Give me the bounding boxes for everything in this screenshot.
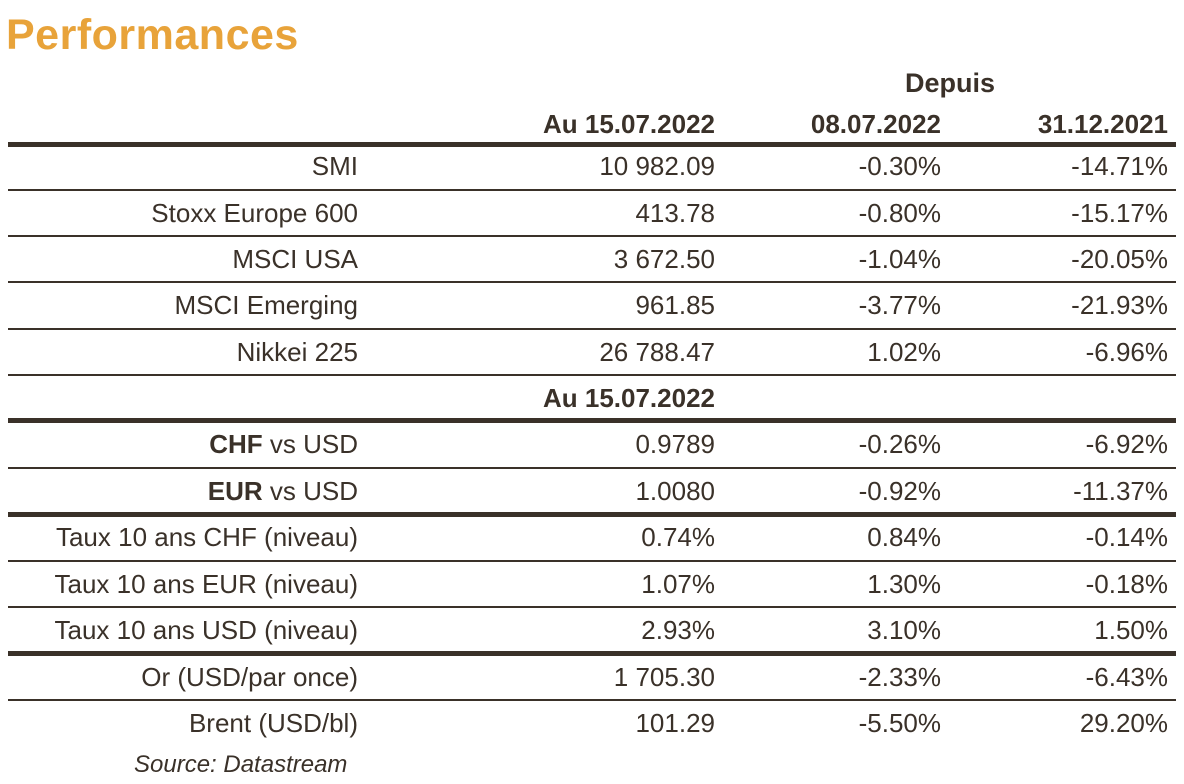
row-week: 1.02% (867, 336, 941, 367)
table-row: Taux 10 ans USD (niveau) 2.93% 3.10% 1.5… (8, 607, 1176, 653)
row-label: Taux 10 ans EUR (niveau) (54, 568, 358, 599)
row-ytd: -6.96% (1085, 336, 1168, 367)
table-row: Nikkei 225 26 788.47 1.02% -6.96% (8, 329, 1176, 375)
row-ytd: -0.18% (1085, 568, 1168, 599)
row-value: 10 982.09 (599, 150, 715, 181)
row-week: -0.92% (858, 475, 941, 506)
row-value: 1 705.30 (613, 661, 715, 692)
row-divider (8, 467, 1176, 469)
table-row: SMI 10 982.09 -0.30% -14.71% (8, 143, 1176, 189)
source-note: Source: Datastream (134, 751, 348, 778)
row-week: -1.04% (858, 243, 941, 274)
row-ytd: -14.71% (1071, 150, 1168, 181)
row-week: 0.84% (867, 521, 941, 552)
row-value: 26 788.47 (599, 336, 715, 367)
row-ytd: -11.37% (1073, 475, 1168, 506)
row-label: CHF vs USD (8, 421, 358, 467)
table-row: Stoxx Europe 600 413.78 -0.80% -15.17% (8, 190, 1176, 236)
row-week: 3.10% (867, 614, 941, 645)
currency-pair-rest: vs USD (262, 428, 358, 459)
header-week: 08.07.2022 (810, 108, 941, 139)
row-label: MSCI USA (232, 243, 358, 274)
row-divider (8, 328, 1176, 330)
row-label: Or (USD/par once) (141, 661, 358, 692)
table-row: Taux 10 ans CHF (niveau) 0.74% 0.84% -0.… (8, 514, 1176, 560)
row-label: Taux 10 ans CHF (niveau) (55, 521, 358, 552)
row-value: 0.9789 (635, 428, 715, 459)
row-value: 1.07% (641, 568, 715, 599)
row-week: -5.50% (858, 707, 941, 738)
row-divider (8, 235, 1176, 237)
fx-header-date: Au 15.07.2022 (542, 382, 715, 413)
row-ytd: -21.93% (1071, 289, 1168, 320)
row-label: SMI (311, 150, 358, 181)
row-week: -0.26% (858, 428, 941, 459)
section-divider (8, 651, 1176, 656)
row-divider (8, 189, 1176, 191)
header-divider (8, 142, 1176, 147)
row-divider (8, 560, 1176, 562)
row-value: 1.0080 (635, 475, 715, 506)
table-row: Taux 10 ans EUR (niveau) 1.07% 1.30% -0.… (8, 561, 1176, 607)
currency-code: EUR (207, 475, 263, 506)
row-divider (8, 606, 1176, 608)
depuis-label: Depuis (905, 68, 996, 98)
fx-section-header: Au 15.07.2022 (8, 375, 1176, 421)
currency-code: CHF (209, 428, 263, 459)
row-ytd: 29.20% (1079, 707, 1168, 738)
header-date: Au 15.07.2022 (542, 108, 715, 139)
row-week: -0.30% (858, 150, 941, 181)
row-week: -3.77% (858, 289, 941, 320)
row-ytd: -6.43% (1085, 661, 1168, 692)
row-value: 0.74% (641, 521, 715, 552)
row-divider (8, 699, 1176, 701)
currency-pair-rest: vs USD (262, 475, 358, 506)
table-row: MSCI USA 3 672.50 -1.04% -20.05% (8, 236, 1176, 282)
table-row: EUR vs USD 1.0080 -0.92% -11.37% (8, 468, 1176, 514)
row-ytd: -15.17% (1071, 197, 1168, 228)
row-label: Taux 10 ans USD (niveau) (54, 614, 358, 645)
table-row: CHF vs USD 0.9789 -0.26% -6.92% (8, 421, 1176, 467)
row-ytd: -6.92% (1085, 428, 1168, 459)
row-label: EUR vs USD (8, 468, 358, 514)
row-divider (8, 374, 1176, 376)
row-week: -2.33% (858, 661, 941, 692)
row-value: 961.85 (635, 289, 715, 320)
row-divider (8, 281, 1176, 283)
row-ytd: 1.50% (1094, 614, 1168, 645)
table-row: MSCI Emerging 961.85 -3.77% -21.93% (8, 282, 1176, 328)
row-label: Nikkei 225 (236, 336, 358, 367)
row-ytd: -20.05% (1071, 243, 1168, 274)
row-week: -0.80% (858, 197, 941, 228)
row-value: 101.29 (635, 707, 715, 738)
section-divider (8, 418, 1176, 423)
table-row: Or (USD/par once) 1 705.30 -2.33% -6.43% (8, 654, 1176, 700)
row-value: 413.78 (635, 197, 715, 228)
row-week: 1.30% (867, 568, 941, 599)
row-value: 3 672.50 (613, 243, 715, 274)
section-divider (8, 512, 1176, 517)
row-ytd: -0.14% (1085, 521, 1168, 552)
table-row: Brent (USD/bl) 101.29 -5.50% 29.20% (8, 700, 1176, 746)
table-header: Au 15.07.2022 08.07.2022 31.12.2021 (8, 106, 1176, 142)
row-value: 2.93% (641, 614, 715, 645)
page-title: Performances (6, 11, 299, 59)
row-label: MSCI Emerging (174, 289, 359, 320)
row-label: Brent (USD/bl) (188, 707, 358, 738)
row-label: Stoxx Europe 600 (151, 197, 358, 228)
header-ytd: 31.12.2021 (1037, 108, 1168, 139)
